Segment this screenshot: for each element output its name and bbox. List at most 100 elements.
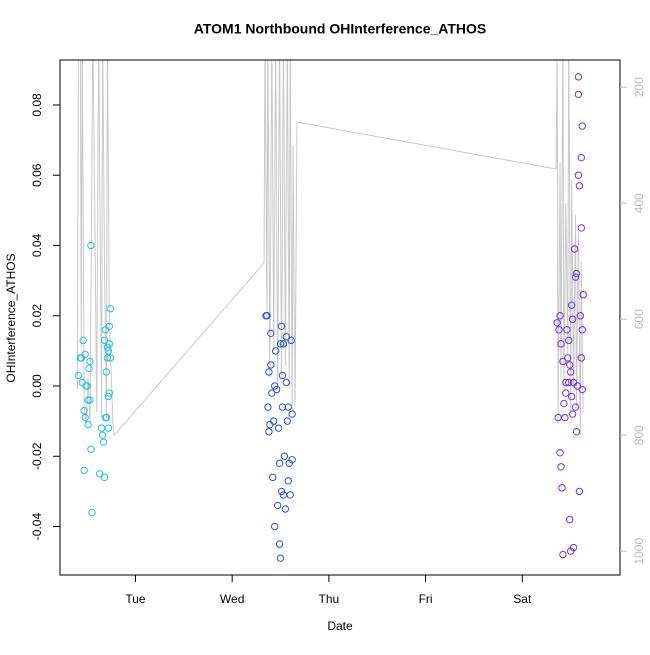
point bbox=[271, 522, 279, 531]
point bbox=[579, 290, 587, 299]
point bbox=[104, 347, 113, 355]
y-tick-label: 0.08 bbox=[30, 93, 44, 117]
point bbox=[563, 326, 571, 334]
point bbox=[558, 484, 566, 492]
point bbox=[567, 392, 576, 401]
point bbox=[572, 427, 581, 436]
y2-tick-label: 200 bbox=[632, 77, 646, 97]
y-tick-label: -0.02 bbox=[30, 442, 44, 470]
point bbox=[100, 473, 109, 482]
point bbox=[284, 403, 292, 411]
point bbox=[81, 350, 89, 359]
point bbox=[555, 326, 563, 334]
point bbox=[105, 322, 114, 330]
point bbox=[87, 445, 95, 453]
x-tick-label: Sat bbox=[513, 592, 532, 606]
point bbox=[276, 340, 285, 348]
point bbox=[570, 245, 579, 253]
point bbox=[556, 312, 564, 320]
x-tick-label: Tue bbox=[125, 592, 146, 606]
plot-frame bbox=[59, 59, 621, 576]
point bbox=[567, 301, 576, 309]
point bbox=[578, 122, 586, 130]
point bbox=[275, 540, 284, 548]
point bbox=[574, 171, 583, 179]
point bbox=[557, 463, 565, 471]
y-tick-label: -0.04 bbox=[30, 513, 44, 541]
point bbox=[104, 392, 113, 401]
point bbox=[79, 336, 87, 345]
y-tick-label: 0.02 bbox=[30, 304, 44, 328]
point bbox=[575, 182, 584, 190]
point bbox=[276, 554, 285, 562]
point bbox=[278, 403, 287, 411]
point bbox=[95, 470, 104, 478]
point bbox=[288, 410, 296, 418]
y-axis-label: OHInterference_ATHOS bbox=[4, 253, 18, 382]
point bbox=[80, 406, 88, 415]
point bbox=[283, 417, 291, 425]
point bbox=[287, 336, 295, 345]
y-tick-label: 0.04 bbox=[30, 233, 44, 257]
point bbox=[277, 487, 286, 496]
point bbox=[569, 543, 578, 552]
point bbox=[571, 273, 580, 281]
point bbox=[85, 364, 93, 373]
point bbox=[271, 382, 279, 390]
point bbox=[269, 473, 277, 482]
point bbox=[578, 385, 586, 394]
point bbox=[572, 269, 581, 278]
point bbox=[105, 389, 114, 397]
point bbox=[88, 508, 96, 517]
point bbox=[102, 368, 111, 376]
point bbox=[106, 354, 114, 362]
point bbox=[557, 340, 565, 348]
point bbox=[574, 73, 583, 81]
point bbox=[562, 389, 570, 397]
point bbox=[272, 385, 281, 394]
point bbox=[103, 343, 112, 352]
point bbox=[571, 403, 580, 411]
point bbox=[84, 420, 92, 429]
point bbox=[565, 378, 573, 387]
y-tick-label: 0.00 bbox=[30, 374, 44, 398]
y2-tick-label: 400 bbox=[632, 193, 646, 213]
point bbox=[286, 491, 294, 499]
point bbox=[282, 378, 291, 387]
y2-tick-label: 600 bbox=[632, 309, 646, 329]
point bbox=[84, 396, 92, 404]
point bbox=[282, 333, 291, 341]
plot-area bbox=[74, 60, 587, 562]
line bbox=[76, 60, 584, 437]
x-tick-label: Thu bbox=[319, 592, 340, 606]
point bbox=[279, 340, 288, 348]
chart-title: ATOM1 Northbound OHInterference_ATHOS bbox=[194, 21, 486, 37]
point bbox=[562, 378, 570, 387]
point bbox=[267, 329, 275, 338]
point bbox=[271, 347, 280, 355]
point bbox=[559, 550, 567, 559]
point bbox=[275, 459, 284, 467]
point bbox=[273, 501, 282, 510]
point bbox=[270, 417, 278, 425]
point bbox=[265, 368, 273, 376]
y-tick-label: 0.06 bbox=[30, 163, 44, 187]
point bbox=[560, 399, 568, 408]
point bbox=[280, 452, 289, 460]
point bbox=[106, 305, 114, 313]
point bbox=[104, 424, 113, 432]
point bbox=[98, 431, 107, 439]
y2-tick-label: 800 bbox=[632, 425, 646, 445]
point bbox=[74, 371, 83, 380]
point bbox=[105, 340, 114, 348]
point bbox=[566, 368, 575, 376]
point bbox=[281, 505, 290, 513]
point bbox=[277, 322, 286, 330]
point bbox=[263, 312, 271, 320]
y2-tick-label: 1000 bbox=[632, 538, 646, 565]
point bbox=[565, 336, 573, 345]
point bbox=[574, 90, 583, 99]
point bbox=[576, 312, 585, 320]
point bbox=[568, 315, 577, 323]
point bbox=[577, 354, 586, 362]
